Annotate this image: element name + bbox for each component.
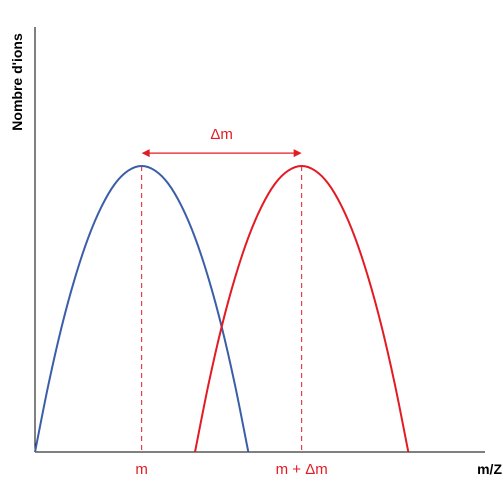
- delta-arrow-head-left: [141, 149, 150, 158]
- reference-lines: [141, 166, 303, 452]
- series-group: [34, 164, 410, 453]
- series-1-line: [34, 164, 250, 453]
- annotation-group: Δm: [141, 126, 302, 158]
- x-tick-label-2: m + Δm: [276, 461, 328, 478]
- delta-arrow-head-right: [293, 149, 302, 158]
- x-tick-labels: m m + Δm: [135, 461, 327, 478]
- x-axis-title: m/Z: [477, 461, 502, 477]
- delta-label: Δm: [210, 126, 233, 143]
- x-tick-label-1: m: [135, 461, 148, 478]
- y-axis-title: Nombre d'ions: [9, 33, 25, 131]
- series-2-line: [194, 164, 410, 453]
